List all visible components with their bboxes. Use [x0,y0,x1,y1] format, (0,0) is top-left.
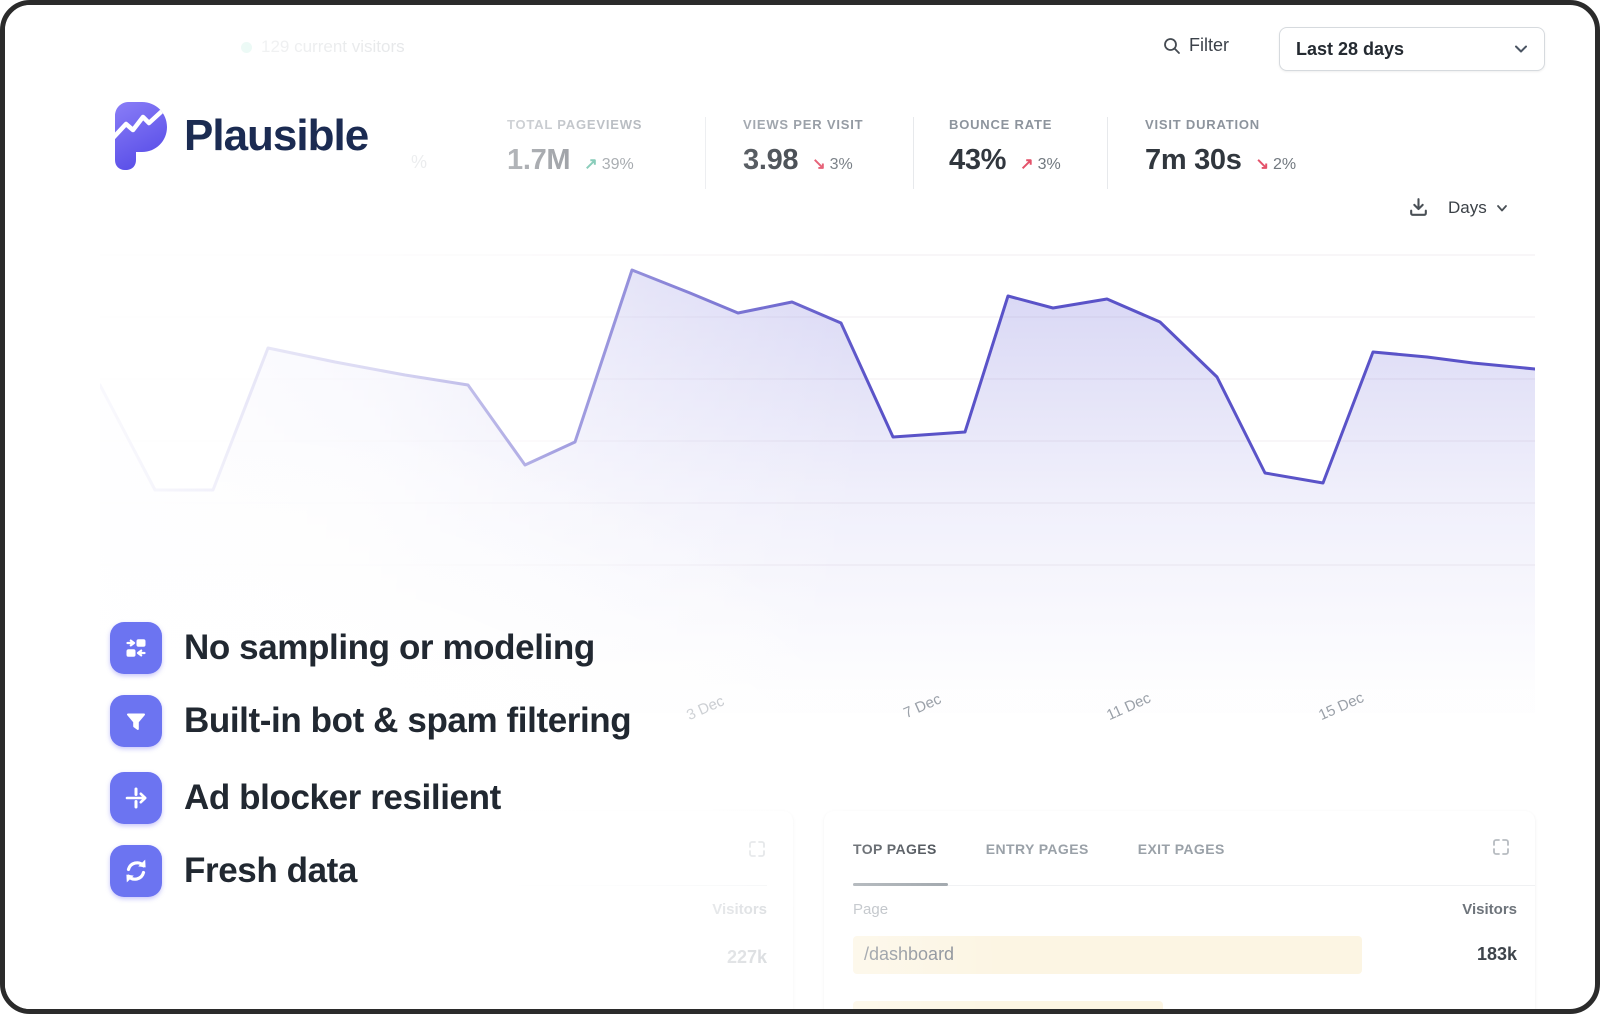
stat-divider [705,117,706,189]
stat-views-per-visit: VIEWS PER VISIT 3.98 ↘ 3% [743,117,973,177]
stat-delta: 3% [829,156,853,173]
search-icon [1164,37,1180,54]
plausible-logo-icon [115,102,167,170]
tab-entry-pages[interactable]: ENTRY PAGES [985,841,1089,857]
active-tab-underline [853,883,948,886]
top-pages-card: TOP PAGES ENTRY PAGES EXIT PAGES Page Vi… [824,811,1535,1009]
refresh-icon [110,845,162,897]
stat-value: 3.98 [743,144,799,176]
current-visitors-label: 129 current visitors [261,37,405,56]
trend-up-icon: ↗ [584,156,598,173]
interval-value: Days [1448,197,1487,217]
page-row-bar [853,1001,1163,1009]
stat-divider [1107,117,1108,189]
live-dot-icon [241,41,252,53]
tabs-divider [853,885,1535,886]
y-axis-unit: % [411,152,428,172]
date-range-dropdown[interactable]: Last 28 days [1279,27,1545,71]
stat-visit-duration: VISIT DURATION 7m 30s ↘ 2% [1145,117,1405,177]
trend-down-icon: ↘ [812,156,826,173]
page-row-visitors: 183k [1476,944,1517,964]
expand-icon[interactable] [1491,837,1511,857]
visitors-column-header: Visitors [712,901,767,918]
stat-value: 43% [949,144,1007,176]
sources-card: Visitors 227k [255,811,793,1009]
chevron-down-icon [1496,204,1507,211]
stat-delta: 3% [1037,156,1061,173]
tab-exit-pages[interactable]: EXIT PAGES [1137,841,1225,857]
stat-delta: 39% [601,156,634,173]
stat-label: TOTAL PAGEVIEWS [507,117,643,132]
brand-wordmark: Plausible [184,111,369,160]
plausible-logo: Plausible [115,102,369,170]
chevron-down-icon [1515,45,1527,53]
stat-total-pageviews: TOTAL PAGEVIEWS 1.7M ↗ 39% [507,117,737,177]
page-column-header: Page [853,901,889,918]
trend-up-icon: ↗ [1020,156,1034,173]
tab-top-pages[interactable]: TOP PAGES [853,841,937,857]
chart-area [100,270,1535,713]
arrow-through-icon [110,772,162,824]
stat-label: VISIT DURATION [1145,117,1260,132]
visitors-column-header: Visitors [1462,901,1517,918]
expand-icon[interactable] [747,839,767,859]
visitors-value: 227k [726,947,767,967]
download-icon[interactable] [1407,196,1430,219]
stat-divider [913,117,914,189]
stat-label: VIEWS PER VISIT [743,117,864,132]
interval-dropdown[interactable]: Days [1448,198,1509,218]
page-row-link[interactable]: /dashboard [864,944,955,964]
current-visitors[interactable]: 129 current visitors [241,37,405,57]
stat-value: 7m 30s [1145,144,1242,176]
date-range-value: Last 28 days [1296,38,1405,59]
filter-button[interactable]: Filter [1163,35,1229,56]
card-divider [281,885,767,886]
stat-value: 1.7M [507,144,571,176]
trend-down-icon: ↘ [1255,156,1269,173]
visitors-chart [98,245,1537,715]
stat-delta: 2% [1272,156,1297,173]
filter-label: Filter [1189,35,1229,55]
